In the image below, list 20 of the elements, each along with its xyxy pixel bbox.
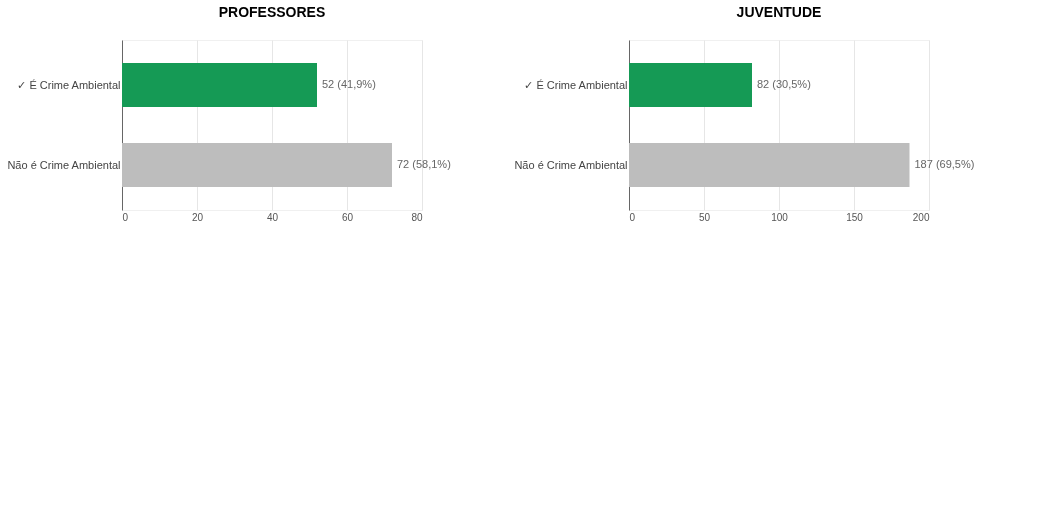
x-tick-label: 20 xyxy=(191,211,204,223)
y-tick-label: Não é Crime Ambiental xyxy=(7,158,121,171)
x-tick-label: 60 xyxy=(341,211,354,223)
x-tick-label: 0 xyxy=(122,211,129,223)
chart-title: JUVENTUDE xyxy=(736,4,822,20)
data-label: 187 (69,5%) xyxy=(914,158,975,170)
x-tick-label: 80 xyxy=(411,211,423,223)
x-tick-label: 0 xyxy=(629,211,636,223)
x-tick-label: 50 xyxy=(698,211,711,223)
y-tick-label: ✓ É Crime Ambiental xyxy=(524,78,628,91)
x-tick-label: 40 xyxy=(266,211,279,223)
data-label: 82 (30,5%) xyxy=(757,78,811,90)
x-tick-label: 150 xyxy=(846,211,864,223)
chart-title: PROFESSORES xyxy=(218,4,326,20)
data-label: 52 (41,9%) xyxy=(322,78,376,90)
y-tick-label: ✓ É Crime Ambiental xyxy=(17,78,121,91)
x-tick-label: 100 xyxy=(771,211,789,223)
data-label: 72 (58,1%) xyxy=(397,158,451,170)
x-tick-label: 200 xyxy=(912,211,930,223)
y-tick-label: Não é Crime Ambiental xyxy=(514,158,628,171)
